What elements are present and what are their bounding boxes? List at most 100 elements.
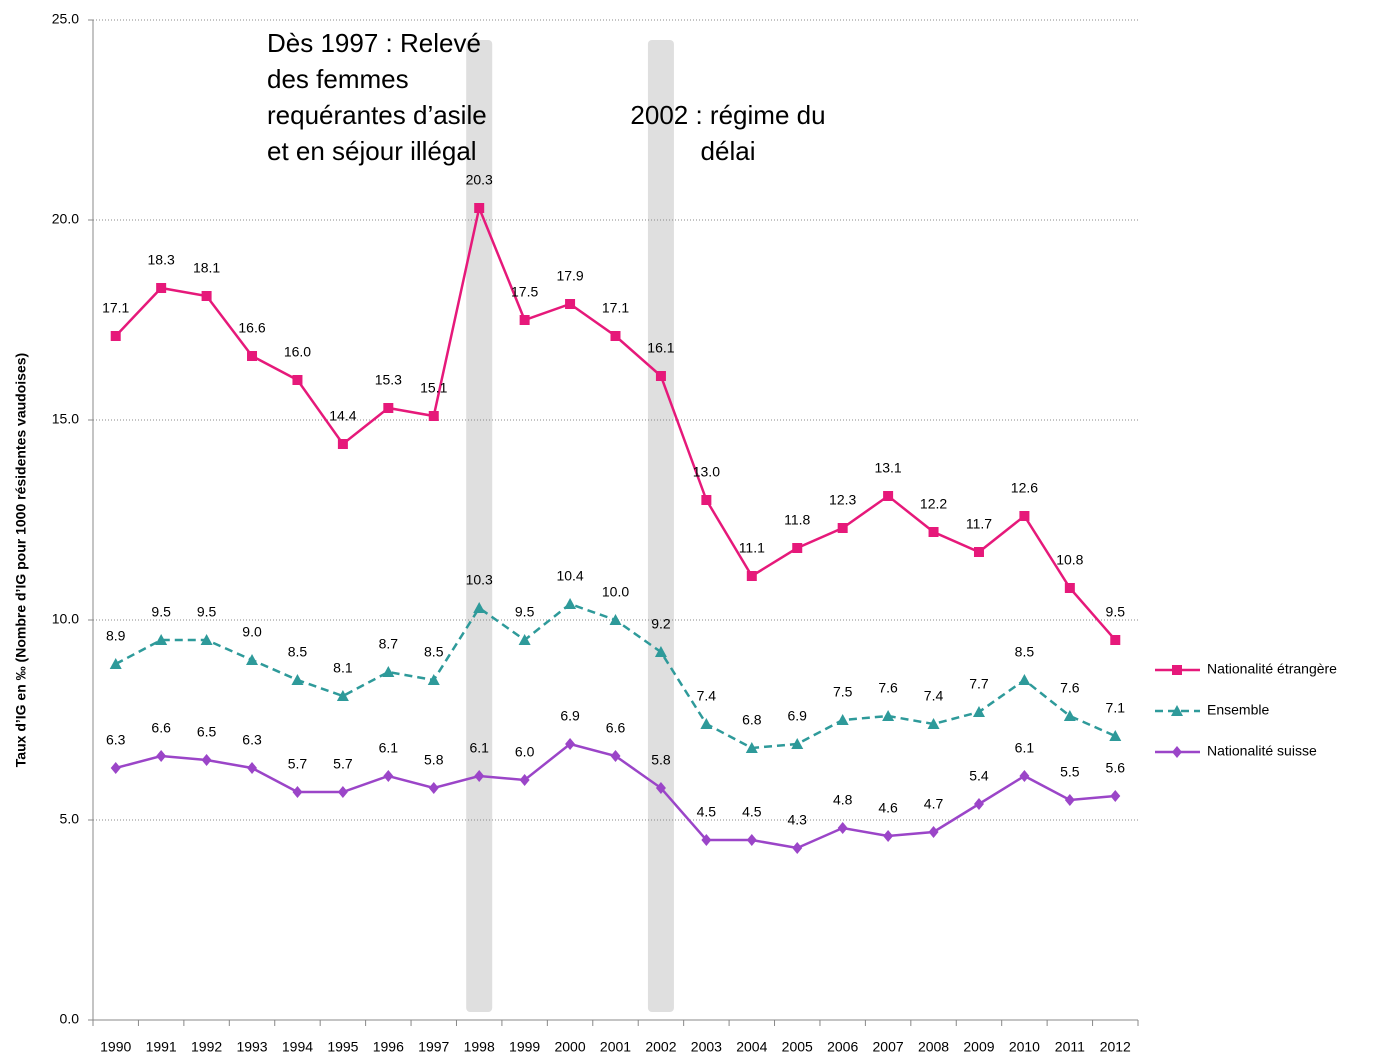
- data-label: 9.2: [651, 616, 671, 632]
- data-label: 16.6: [238, 320, 265, 336]
- point: [428, 782, 439, 794]
- data-label: 8.1: [333, 660, 353, 676]
- data-label: 15.3: [375, 372, 402, 388]
- point: [292, 786, 303, 798]
- data-label: 4.3: [788, 812, 808, 828]
- point: [337, 439, 348, 449]
- data-label: 9.5: [151, 604, 171, 620]
- data-label: 4.7: [924, 796, 944, 812]
- point: [837, 523, 848, 533]
- data-label: 10.8: [1056, 552, 1083, 568]
- point: [519, 315, 530, 325]
- point: [700, 718, 713, 729]
- y-tick-label: 25.0: [52, 11, 79, 27]
- point: [882, 710, 895, 721]
- data-label: 12.3: [829, 492, 856, 508]
- data-label: 9.5: [1106, 604, 1126, 620]
- data-label: 7.4: [924, 688, 944, 704]
- data-label: 6.3: [242, 732, 262, 748]
- legend-label: Nationalité étrangère: [1207, 661, 1337, 677]
- annotation: et en séjour illégal: [267, 136, 477, 166]
- data-label: 7.7: [969, 676, 989, 692]
- point: [928, 527, 939, 537]
- legend-label: Ensemble: [1207, 702, 1269, 718]
- data-label: 4.8: [833, 792, 853, 808]
- point: [927, 718, 940, 729]
- data-label: 4.6: [878, 800, 898, 816]
- point: [1109, 730, 1122, 741]
- data-label: 17.5: [511, 284, 538, 300]
- data-label: 10.3: [466, 572, 493, 588]
- x-tick-label: 2011: [1055, 1039, 1085, 1055]
- data-label: 14.4: [329, 408, 356, 424]
- point: [201, 754, 212, 766]
- annotation: délai: [701, 136, 756, 166]
- x-tick-label: 2005: [782, 1039, 813, 1055]
- point: [383, 770, 394, 782]
- data-label: 16.0: [284, 344, 311, 360]
- point: [564, 598, 577, 609]
- x-tick-label: 2008: [918, 1039, 949, 1055]
- point: [655, 782, 666, 794]
- y-tick-label: 0.0: [60, 1011, 80, 1027]
- data-label: 13.0: [693, 464, 720, 480]
- point: [701, 834, 712, 846]
- data-label: 10.4: [556, 568, 583, 584]
- data-label: 11.7: [966, 516, 992, 532]
- x-tick-label: 1990: [100, 1039, 131, 1055]
- data-label: 8.5: [424, 644, 444, 660]
- data-label: 6.9: [560, 708, 580, 724]
- point: [427, 674, 440, 685]
- point: [883, 491, 894, 501]
- y-tick-label: 10.0: [52, 611, 79, 627]
- x-tick-label: 1996: [373, 1039, 404, 1055]
- legend-label: Nationalité suisse: [1207, 743, 1317, 759]
- point: [110, 762, 121, 774]
- point: [1063, 710, 1076, 721]
- data-label: 17.1: [102, 300, 129, 316]
- data-label: 5.7: [288, 756, 308, 772]
- point: [745, 742, 758, 753]
- data-label: 4.5: [742, 804, 762, 820]
- highlight-band: [647, 40, 674, 1012]
- x-tick-label: 2009: [963, 1039, 994, 1055]
- data-label: 10.0: [602, 584, 629, 600]
- point: [610, 331, 621, 341]
- point: [701, 495, 712, 505]
- annotation: des femmes: [267, 64, 409, 94]
- data-label: 4.5: [697, 804, 717, 820]
- point: [291, 674, 304, 685]
- point: [337, 786, 348, 798]
- data-label: 17.1: [602, 300, 629, 316]
- x-tick-label: 1998: [464, 1039, 495, 1055]
- point: [973, 798, 984, 810]
- x-tick-label: 2012: [1100, 1039, 1131, 1055]
- point: [610, 750, 621, 762]
- point: [1019, 511, 1030, 521]
- point: [156, 750, 167, 762]
- x-tick-label: 2001: [600, 1039, 631, 1055]
- point: [1110, 635, 1121, 645]
- data-label: 5.7: [333, 756, 353, 772]
- x-tick-label: 1995: [327, 1039, 358, 1055]
- data-label: 12.6: [1011, 480, 1038, 496]
- data-label: 6.0: [515, 744, 535, 760]
- point: [883, 830, 894, 842]
- point: [609, 614, 622, 625]
- point: [383, 403, 394, 413]
- annotation: requérantes d’asile: [267, 100, 487, 130]
- point: [1110, 790, 1121, 802]
- point: [473, 602, 486, 613]
- point: [1172, 665, 1182, 675]
- x-tick-label: 1997: [418, 1039, 449, 1055]
- data-label: 12.2: [920, 496, 947, 512]
- data-label: 20.3: [466, 172, 493, 188]
- point: [110, 331, 121, 341]
- x-tick-label: 1999: [509, 1039, 540, 1055]
- point: [1064, 583, 1075, 593]
- point: [836, 714, 849, 725]
- data-label: 7.5: [833, 684, 853, 700]
- data-label: 5.8: [424, 752, 444, 768]
- x-tick-label: 2002: [645, 1039, 676, 1055]
